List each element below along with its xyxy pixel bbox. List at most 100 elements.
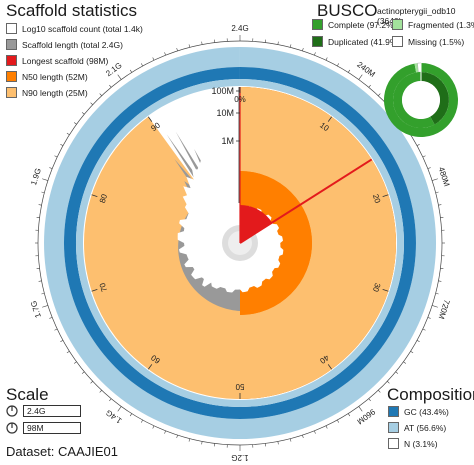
scale-dial-icon (6, 405, 18, 417)
outer-tick (117, 406, 122, 412)
outer-tick (90, 381, 93, 384)
scaffold-legend-swatch (6, 23, 17, 34)
n50-outer (240, 87, 396, 399)
radial-tick-label: 10M (216, 108, 234, 118)
outer-tick (38, 204, 42, 206)
busco-legend-item: Missing (1.5%) (392, 36, 464, 47)
scaffold-legend-swatch (6, 87, 17, 98)
composition-legend-swatch (388, 422, 399, 433)
percent-tick (91, 194, 98, 198)
percent-tick (382, 194, 389, 198)
scaffold-legend-item: Log10 scaffold count (total 1.4k) (6, 23, 143, 34)
outer-tick (422, 155, 426, 158)
longest-scaffold-line (239, 158, 373, 244)
outer-tick (54, 328, 58, 331)
outer-tick-label: 720M (437, 298, 452, 320)
outer-tick (435, 191, 439, 194)
busco-legend-label: Duplicated (41.9%) (328, 36, 401, 47)
outer-tick (347, 69, 351, 73)
scaffold-legend-label: Log10 scaffold count (total 1.4k) (22, 23, 143, 34)
busco-legend-item: Complete (97.2%) (312, 19, 397, 30)
outer-tick (403, 361, 407, 364)
outer-tick (73, 361, 77, 364)
scaffold-legend-swatch (6, 55, 17, 66)
scaffold-legend-label: Longest scaffold (98M) (22, 55, 109, 66)
scale-dial-icon (6, 422, 18, 434)
outer-tick (140, 419, 143, 423)
longest-scaffold-sector (240, 205, 273, 243)
outer-tick (422, 328, 426, 331)
outer-tick (438, 280, 442, 282)
composition-title: Composition (387, 385, 474, 404)
outer-tick (54, 155, 58, 158)
outer-tick (325, 425, 328, 429)
outer-tick (164, 52, 166, 56)
outer-tick (176, 47, 178, 51)
outer-tick (152, 57, 155, 61)
outer-tick (416, 340, 420, 343)
outer-tick (289, 438, 292, 442)
outer-tick (201, 41, 203, 45)
busco-title: BUSCO (317, 1, 378, 20)
busco-lineage: actinopterygii_odb10 (3640) (377, 6, 456, 26)
composition-legend-swatch (388, 438, 399, 449)
percent-tick (91, 288, 98, 292)
outer-tick (358, 74, 363, 80)
outer-tick (325, 57, 328, 61)
outer-tick (395, 371, 399, 374)
outer-tick (81, 371, 85, 374)
composition-legend-label: GC (43.4%) (404, 406, 449, 417)
percent-tick-label: 30 (371, 282, 382, 294)
percent-tick-label: 20 (371, 193, 382, 205)
outer-tick (81, 112, 85, 115)
outer-tick-label: 1.4G (104, 408, 123, 425)
outer-tick (427, 167, 431, 169)
busco-legend-item: Fragmented (1.3%) (392, 19, 474, 30)
outer-tick (314, 430, 316, 434)
outer-tick (432, 178, 438, 181)
scale-value: 2.4G (23, 405, 81, 417)
outer-tick (277, 441, 279, 445)
scaffold-legend-swatch (6, 39, 17, 50)
outer-tick (41, 292, 45, 295)
composition-legend-item: GC (43.4%) (388, 406, 449, 417)
outer-tick (117, 74, 122, 80)
outer-tick (90, 102, 93, 105)
outer-tick-label: 1.7G (29, 300, 43, 319)
outer-tick (347, 413, 351, 417)
scale-item: 2.4G (6, 405, 81, 417)
outer-tick (109, 84, 112, 88)
outer-tick (188, 44, 191, 48)
outer-tick (73, 122, 77, 125)
outer-tick (410, 350, 414, 354)
outer-tick (99, 390, 102, 393)
busco-legend-label: Fragmented (1.3%) (408, 19, 474, 30)
outer-tick (41, 191, 45, 194)
outer-tick (164, 430, 166, 434)
outer-tick-label: 480M (437, 166, 452, 188)
percent-tick-label: 70 (98, 281, 109, 293)
outer-tick (302, 435, 304, 439)
outer-tick (129, 413, 133, 417)
scaffold-legend-item: N90 length (25M) (6, 87, 88, 98)
outer-tick (176, 435, 178, 439)
outer-tick (60, 340, 64, 343)
outer-tick (387, 381, 390, 384)
outer-tick (337, 63, 340, 67)
outer-tick (302, 47, 304, 51)
outer-tick (49, 167, 53, 169)
outer-tick (201, 441, 203, 445)
scaffold-stats-title: Scaffold statistics (6, 1, 138, 20)
outer-tick-label: 960M (355, 407, 377, 426)
percent-tick-label: 50 (235, 382, 244, 391)
percent-tick (327, 364, 333, 370)
busco-fragmented-arc (414, 63, 419, 73)
scaffold-legend-swatch (6, 71, 17, 82)
outer-tick-label: 240M (355, 60, 377, 79)
outer-tick (42, 178, 48, 181)
outer-tick (358, 406, 363, 412)
busco-legend-swatch (392, 19, 403, 30)
percent-tick (147, 364, 153, 370)
dataset-label: Dataset: CAAJIE01 (6, 444, 118, 459)
